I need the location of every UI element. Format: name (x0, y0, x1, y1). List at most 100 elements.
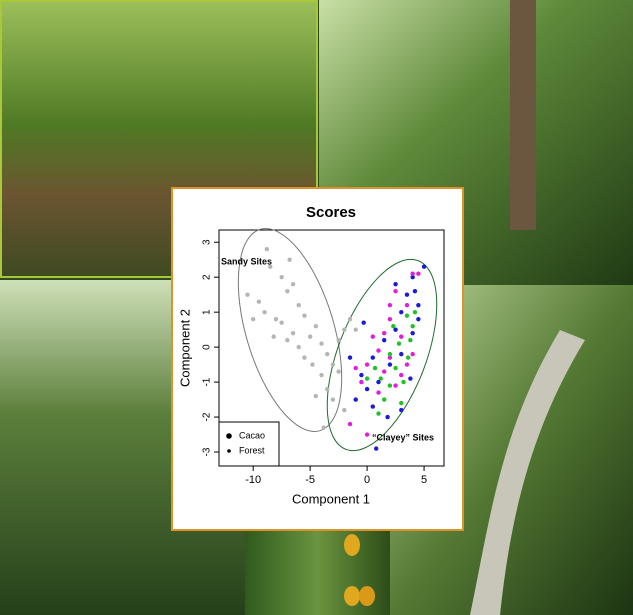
point (274, 317, 278, 321)
y-tick-label: 2 (202, 274, 213, 280)
point (365, 432, 369, 436)
chart-panel (172, 188, 463, 530)
x-tick-label: 0 (364, 474, 370, 486)
point (322, 425, 326, 429)
point (382, 338, 386, 342)
point (388, 317, 392, 321)
point (354, 397, 358, 401)
y-axis-label: Component 2 (177, 309, 192, 387)
point (325, 387, 329, 391)
point (359, 380, 363, 384)
point (416, 317, 420, 321)
point (399, 352, 403, 356)
point (310, 362, 314, 366)
point (399, 310, 403, 314)
point (382, 369, 386, 373)
point (297, 345, 301, 349)
point (291, 331, 295, 335)
point (331, 362, 335, 366)
y-tick-label: -3 (202, 447, 213, 456)
point (413, 310, 417, 314)
legend-symbol (227, 449, 231, 453)
point (405, 292, 409, 296)
point (279, 275, 283, 279)
point (408, 376, 412, 380)
point (365, 362, 369, 366)
y-tick-label: 0 (202, 344, 213, 350)
point (374, 446, 378, 450)
cacao-pod (344, 586, 360, 606)
point (382, 397, 386, 401)
annotation: Sandy Sites (221, 256, 272, 266)
point (348, 422, 352, 426)
point (365, 387, 369, 391)
y-tick-label: 3 (202, 239, 213, 245)
point (265, 247, 269, 251)
point (413, 289, 417, 293)
point (342, 408, 346, 412)
point (393, 383, 397, 387)
point (408, 338, 412, 342)
point (416, 272, 420, 276)
point (257, 299, 261, 303)
legend-symbol (226, 433, 232, 439)
point (271, 334, 275, 338)
point (410, 324, 414, 328)
point (399, 408, 403, 412)
point (371, 334, 375, 338)
point (393, 289, 397, 293)
point (251, 317, 255, 321)
point (399, 334, 403, 338)
point (422, 265, 426, 269)
point (401, 380, 405, 384)
point (348, 317, 352, 321)
annotation: “Clayey” Sites (372, 432, 434, 442)
point (302, 313, 306, 317)
point (308, 334, 312, 338)
point (405, 362, 409, 366)
point (319, 373, 323, 377)
point (399, 373, 403, 377)
point (302, 355, 306, 359)
legend-label: Forest (239, 445, 265, 455)
y-tick-label: -1 (202, 377, 213, 386)
x-tick-label: 5 (421, 474, 427, 486)
point (359, 373, 363, 377)
point (379, 376, 383, 380)
point (388, 303, 392, 307)
point (285, 289, 289, 293)
point (391, 324, 395, 328)
point (399, 401, 403, 405)
point (388, 352, 392, 356)
point (406, 355, 410, 359)
point (388, 383, 392, 387)
point (325, 352, 329, 356)
point (385, 415, 389, 419)
point (416, 303, 420, 307)
point (262, 310, 266, 314)
point (319, 341, 323, 345)
point (376, 348, 380, 352)
point (376, 411, 380, 415)
point (331, 397, 335, 401)
point (342, 327, 346, 331)
chart-title: Scores (306, 204, 356, 221)
point (371, 355, 375, 359)
point (348, 355, 352, 359)
x-axis-label: Component 1 (292, 491, 370, 506)
point (285, 338, 289, 342)
x-tick-label: -10 (245, 474, 261, 486)
point (314, 394, 318, 398)
point (393, 282, 397, 286)
point (397, 341, 401, 345)
y-tick-label: 1 (202, 309, 213, 315)
point (297, 303, 301, 307)
point (287, 258, 291, 262)
point (410, 272, 414, 276)
cacao-pod (344, 534, 360, 556)
point (279, 320, 283, 324)
legend-label: Cacao (239, 430, 265, 440)
point (314, 324, 318, 328)
point (365, 376, 369, 380)
point (410, 331, 414, 335)
